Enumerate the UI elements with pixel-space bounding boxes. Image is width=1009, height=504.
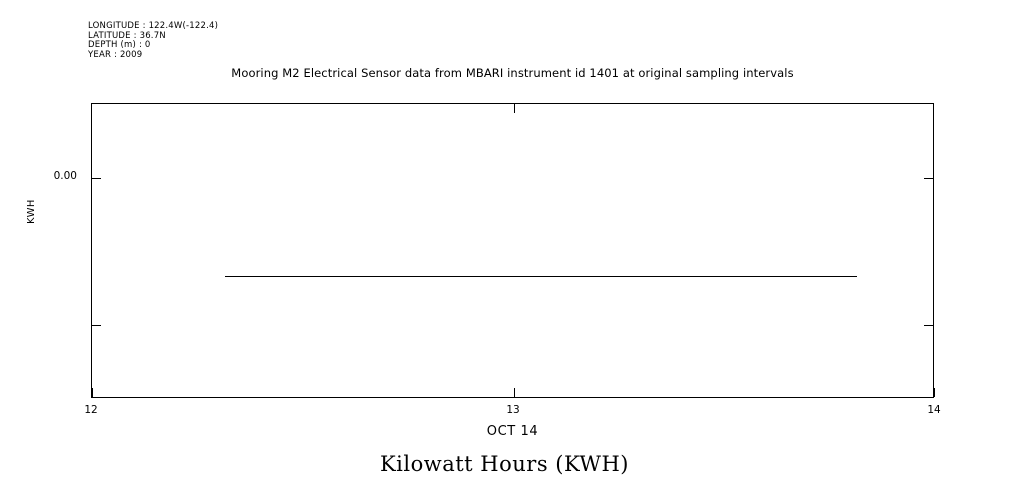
metadata-latitude: LATITUDE : 36.7N [88, 30, 166, 41]
plot-area [91, 103, 935, 398]
x-tick-label-0: 12 [84, 404, 98, 416]
x-tick-label-2: 14 [927, 404, 941, 416]
y-axis-title: KWH [26, 199, 37, 224]
y-tick-left [92, 325, 101, 326]
y-tick-right [924, 325, 933, 326]
metadata-depth: DEPTH (m) : 0 [88, 40, 151, 51]
x-axis-title: OCT 14 [486, 424, 539, 439]
metadata-block: LONGITUDE : 122.4W(-122.4) LATITUDE : 36… [88, 21, 219, 60]
y-tick-label-0: 0.00 [53, 170, 77, 182]
figure-caption: Kilowatt Hours (KWH) [379, 452, 629, 476]
y-tick-right [924, 178, 933, 179]
metadata-longitude: LONGITUDE : 122.4W(-122.4) [88, 21, 219, 31]
data-series-line [225, 275, 858, 278]
x-tick-top [514, 104, 515, 113]
x-tick-bottom [514, 388, 515, 397]
x-tick-bottom [92, 388, 93, 397]
x-tick-bottom [934, 388, 935, 397]
y-tick-left [92, 178, 101, 179]
x-tick-label-1: 13 [506, 404, 520, 416]
plot-title: Mooring M2 Electrical Sensor data from M… [231, 66, 794, 80]
metadata-year: YEAR : 2009 [88, 49, 143, 60]
